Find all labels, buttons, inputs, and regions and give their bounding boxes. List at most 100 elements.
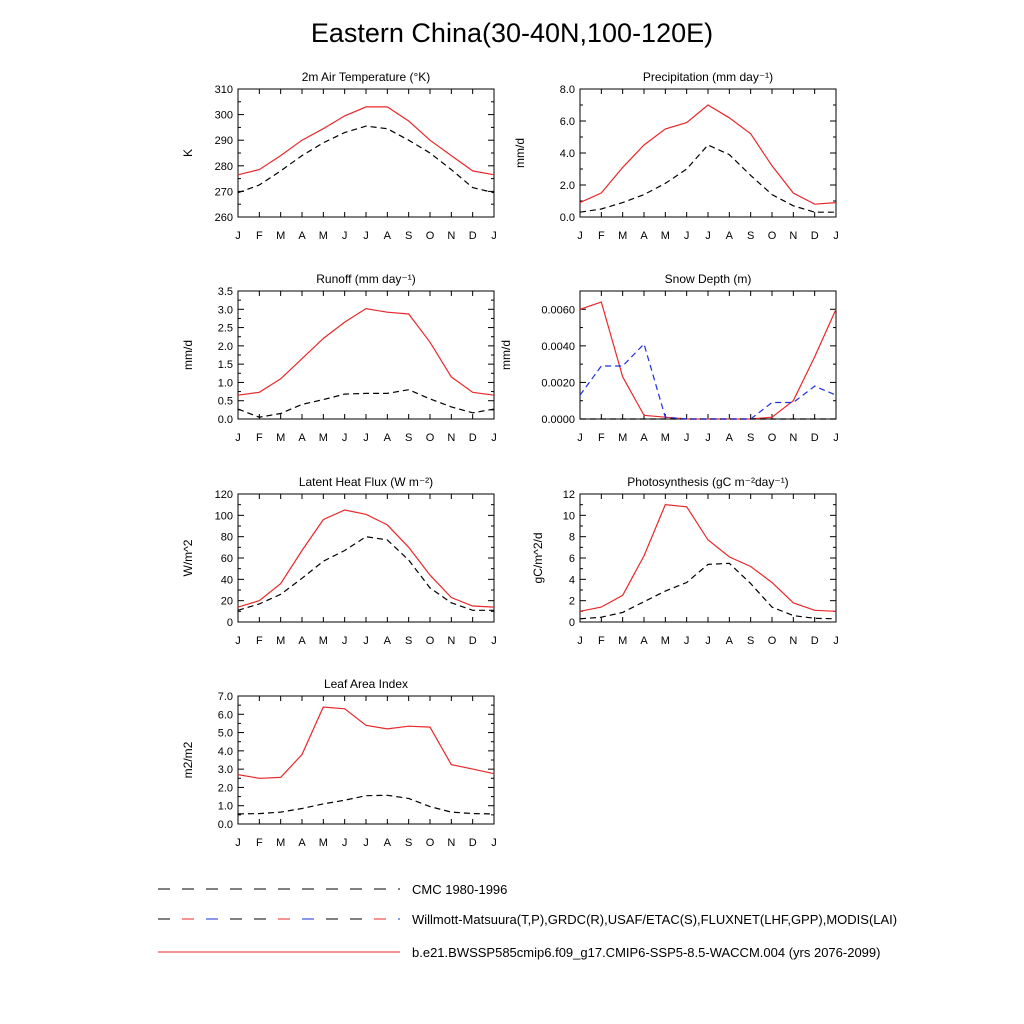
panel-title: Leaf Area Index	[324, 677, 408, 691]
x-tick-label: J	[363, 635, 369, 647]
x-tick-label: M	[661, 635, 670, 647]
x-tick-label: J	[363, 230, 369, 242]
series-line-model	[237, 706, 495, 779]
x-tick-label: M	[276, 432, 285, 444]
x-tick-label: O	[768, 432, 777, 444]
plot-frame	[237, 290, 495, 420]
x-tick-label: M	[319, 837, 328, 849]
y-tick-label: 0.0000	[541, 414, 575, 426]
x-tick-label: N	[789, 635, 797, 647]
y-axis-label: W/m^2	[181, 539, 195, 576]
x-tick-label: N	[447, 635, 455, 647]
x-tick-label: M	[319, 635, 328, 647]
x-tick-label: J	[684, 432, 690, 444]
panel-title: 2m Air Temperature (°K)	[302, 70, 431, 84]
series-line-obs_snow	[579, 342, 837, 420]
x-tick-label: J	[491, 432, 497, 444]
y-tick-label: 6	[569, 553, 575, 565]
y-axis-label: K	[181, 149, 195, 157]
x-tick-label: M	[618, 432, 627, 444]
x-tick-label: A	[726, 432, 734, 444]
panel-title: Latent Heat Flux (W m⁻²)	[299, 475, 433, 489]
y-tick-label: 10	[563, 510, 575, 522]
x-tick-label: S	[405, 837, 412, 849]
x-tick-label: M	[319, 230, 328, 242]
x-tick-label: J	[363, 432, 369, 444]
x-tick-label: A	[298, 635, 306, 647]
x-tick-label: D	[469, 635, 477, 647]
y-tick-label: 0.0040	[541, 341, 575, 353]
x-tick-label: N	[447, 432, 455, 444]
x-tick-label: S	[747, 230, 754, 242]
x-tick-label: J	[235, 837, 241, 849]
series-line-model	[237, 106, 495, 176]
panel-precipitation-mm-day: Precipitation (mm day⁻¹) mm/d J F M A M J J A S O N D…	[513, 70, 839, 242]
x-tick-label: J	[363, 837, 369, 849]
x-tick-label: D	[469, 432, 477, 444]
y-tick-label: 0.0	[560, 212, 575, 224]
x-tick-label: A	[384, 635, 392, 647]
x-tick-label: M	[276, 635, 285, 647]
y-tick-label: 300	[215, 110, 233, 122]
y-tick-label: 2.0	[218, 341, 233, 353]
x-tick-label: J	[684, 635, 690, 647]
plot-frame	[237, 695, 495, 825]
x-tick-label: J	[833, 432, 839, 444]
chart-panels: 2m Air Temperature (°K)KJ F M A M J J A S O N D J260…	[181, 70, 839, 849]
y-tick-label: 6.0	[218, 709, 233, 721]
y-tick-label: 80	[221, 532, 233, 544]
y-axis-label: mm/d	[181, 340, 195, 370]
x-tick-label: F	[256, 635, 263, 647]
x-tick-label: D	[811, 432, 819, 444]
y-tick-label: 3.0	[218, 764, 233, 776]
x-tick-label: M	[276, 837, 285, 849]
y-tick-label: 290	[215, 135, 233, 147]
x-tick-label: A	[726, 230, 734, 242]
y-tick-label: 12	[563, 489, 575, 501]
x-tick-label: J	[342, 837, 348, 849]
x-tick-label: O	[768, 230, 777, 242]
series-line-obs	[237, 794, 495, 815]
x-tick-label: D	[469, 230, 477, 242]
plot-frame	[579, 88, 837, 218]
series-line-obs	[237, 125, 495, 194]
x-tick-label: O	[426, 635, 435, 647]
x-tick-label: F	[256, 230, 263, 242]
y-axis-label: m2/m2	[181, 741, 195, 778]
x-tick-label: O	[768, 635, 777, 647]
x-tick-label: J	[833, 230, 839, 242]
panel-2m-air-temperature-k: 2m Air Temperature (°K)KJ F M A M J J A S O N D J260…	[181, 70, 497, 242]
panel-snow-depth-m: Snow Depth (m)mm/dJ F M A M J J A S O N D J0.00000.0…	[499, 272, 839, 444]
y-tick-label: 0.0020	[541, 377, 575, 389]
x-tick-label: M	[618, 230, 627, 242]
series-line-obs	[237, 536, 494, 611]
y-tick-label: 0.5	[218, 396, 233, 408]
x-tick-label: D	[811, 635, 819, 647]
y-tick-label: 2.5	[218, 323, 233, 335]
y-tick-label: 270	[215, 186, 233, 198]
series-line-model	[237, 307, 495, 396]
y-tick-label: 0	[227, 617, 233, 629]
series-line-model	[579, 104, 837, 205]
y-tick-label: 4.0	[218, 746, 233, 758]
x-tick-label: O	[426, 837, 435, 849]
x-tick-label: S	[405, 230, 412, 242]
series-line-obs	[579, 144, 836, 213]
y-tick-label: 1.5	[218, 359, 233, 371]
x-tick-label: J	[705, 230, 711, 242]
panel-title: Photosynthesis (gC m⁻²day⁻¹)	[627, 475, 788, 489]
x-tick-label: J	[705, 432, 711, 444]
x-tick-label: S	[405, 635, 412, 647]
y-tick-label: 7.0	[218, 691, 233, 703]
y-tick-label: 0.0060	[541, 304, 575, 316]
x-tick-label: A	[384, 837, 392, 849]
x-tick-label: J	[235, 635, 241, 647]
y-tick-label: 0.0	[218, 414, 233, 426]
x-tick-label: J	[577, 230, 583, 242]
x-tick-label: J	[235, 230, 241, 242]
x-tick-label: F	[256, 837, 263, 849]
y-tick-label: 1.0	[218, 377, 233, 389]
y-tick-label: 4.0	[560, 148, 575, 160]
x-tick-label: D	[469, 837, 477, 849]
